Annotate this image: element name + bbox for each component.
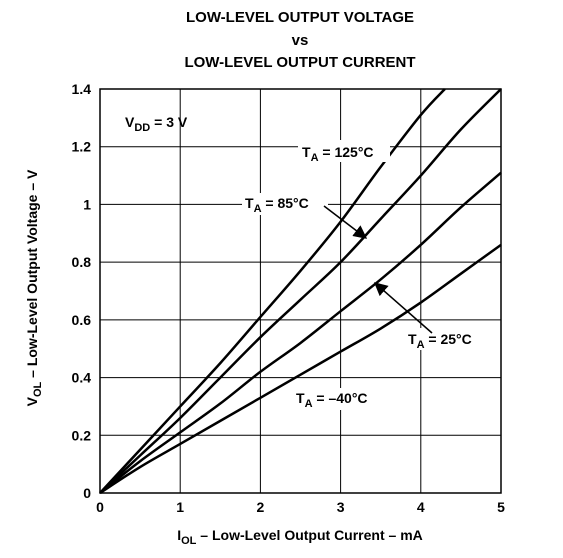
x-tick-label: 3 — [337, 499, 345, 515]
x-tick-label: 5 — [497, 499, 505, 515]
label-bg-m40 — [292, 388, 386, 410]
series-label-125: TA = 125°C — [302, 144, 374, 164]
series-label-85: TA = 85°C — [245, 195, 309, 215]
y-tick-label: 0.8 — [72, 254, 92, 270]
series-lines — [99, 88, 502, 495]
series-label-25: TA = 25°C — [408, 331, 472, 351]
x-tick-label: 0 — [96, 499, 104, 515]
series-line-3 — [99, 243, 502, 495]
label-bg-85 — [242, 193, 328, 215]
y-tick-label: 1 — [83, 196, 91, 212]
arrow-25-line — [373, 282, 433, 334]
y-axis-label: VOL – Low-Level Output Voltage – V — [24, 169, 44, 406]
label-bg-25 — [404, 328, 490, 350]
x-tick-label: 2 — [257, 499, 265, 515]
label-bg-125 — [298, 140, 390, 162]
x-tick-label: 4 — [417, 499, 425, 515]
y-tick-label: 0.6 — [72, 312, 92, 328]
series-line-1 — [99, 88, 502, 494]
chart-title-line-1: LOW-LEVEL OUTPUT VOLTAGE — [186, 9, 414, 26]
y-tick-label: 0 — [83, 485, 91, 501]
series-label-m40: TA = –40°C — [296, 390, 368, 410]
arrow-85-line — [323, 205, 368, 239]
y-tick-label: 0.4 — [72, 370, 92, 386]
tick-labels: 0 1 2 3 4 5 0 0.2 0.4 0.6 0.8 1 1.2 1.4 — [72, 81, 506, 515]
y-tick-label: 1.4 — [72, 81, 92, 97]
series-line-2 — [99, 171, 502, 494]
x-axis-label: IOL – Low-Level Output Current – mA — [177, 527, 423, 547]
chart-title-line-2: vs — [292, 32, 309, 49]
series-line-0 — [99, 88, 446, 494]
plot-frame — [99, 88, 502, 494]
y-tick-label: 1.2 — [72, 139, 92, 155]
chart-title-line-3: LOW-LEVEL OUTPUT CURRENT — [184, 54, 415, 71]
y-tick-label: 0.2 — [72, 427, 92, 443]
condition-label: VDD = 3 V — [125, 114, 188, 134]
x-tick-label: 1 — [176, 499, 184, 515]
